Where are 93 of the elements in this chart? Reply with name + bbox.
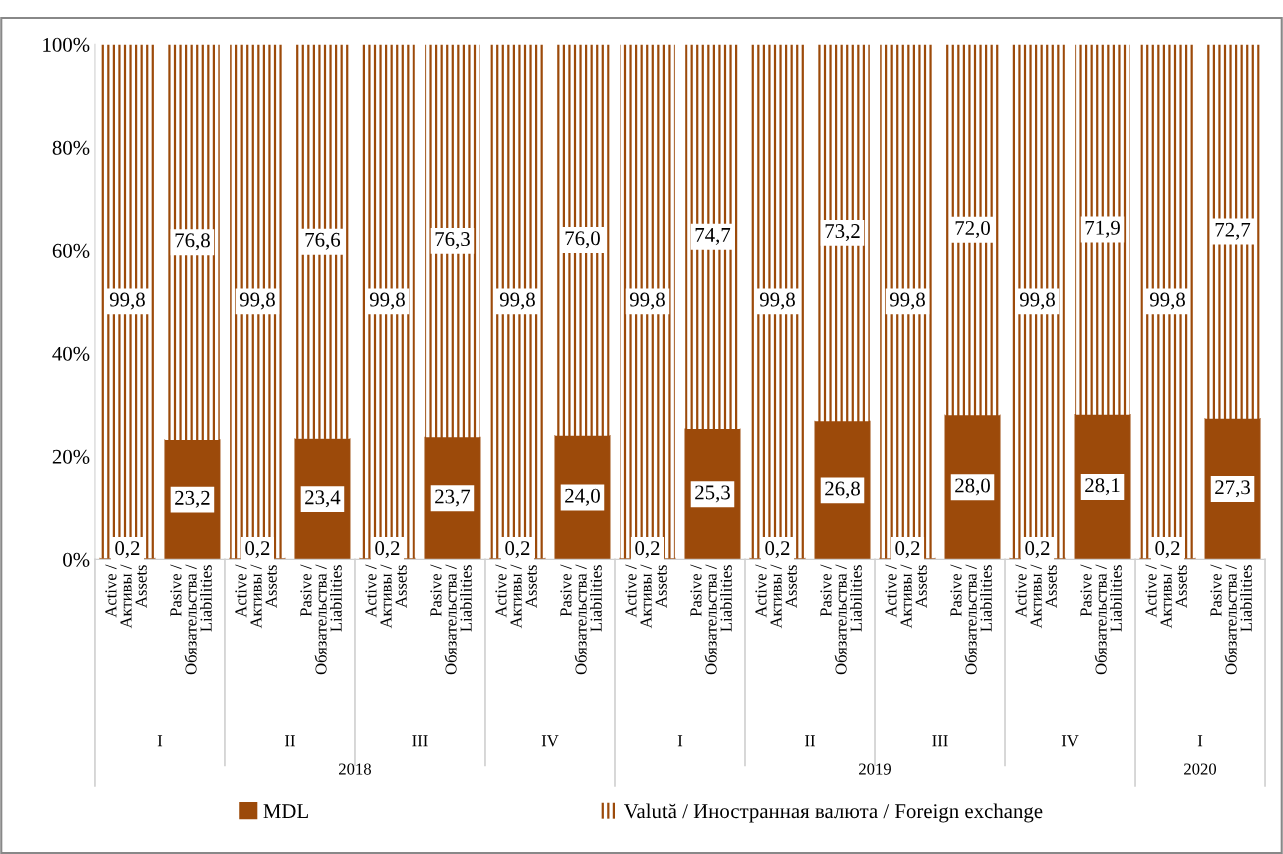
bar — [490, 44, 545, 559]
text: IV — [1061, 735, 1079, 747]
data-label: 0,2 — [635, 541, 660, 559]
data-label: 73,2 — [825, 224, 860, 242]
x-tick-label: Active / Активы / Assets — [885, 564, 927, 629]
y-tick-label: 20% — [52, 449, 90, 464]
bar — [425, 44, 480, 438]
x-tick-label: Pasive / Обязательства / Liabilities — [560, 564, 602, 675]
bar — [1140, 44, 1195, 559]
x-tick-label: Pasive / Обязательства / Liabilities — [1080, 564, 1122, 675]
text: I — [677, 735, 683, 747]
data-label: 99,8 — [1019, 292, 1055, 310]
data-label: 0,2 — [1155, 541, 1180, 559]
bar — [230, 44, 285, 559]
text: III — [412, 735, 428, 747]
x-tick-label: Active / Активы / Assets — [1015, 564, 1057, 629]
data-label: 99,8 — [239, 292, 275, 310]
bar — [620, 44, 675, 559]
data-label: 23,4 — [305, 490, 341, 508]
data-label: 99,8 — [629, 292, 665, 310]
bar — [880, 44, 935, 559]
bar — [295, 44, 350, 439]
legend-label: MDL — [263, 804, 308, 818]
text: II — [285, 735, 295, 747]
bar — [750, 44, 805, 559]
bar — [685, 44, 740, 430]
x-tick-label: Active / Активы / Assets — [755, 564, 797, 629]
data-label: 99,8 — [499, 292, 535, 310]
data-label: 25,3 — [695, 485, 730, 503]
x-tick-label: Pasive / Обязательства / Liabilities — [170, 564, 212, 675]
y-tick-label: 60% — [52, 243, 90, 258]
legend-label: Valută / Иностранная валюта / Foreign exchange — [623, 803, 1043, 823]
data-label: 28,0 — [955, 478, 990, 496]
data-label: 0,2 — [245, 541, 270, 559]
data-label: 76,0 — [565, 231, 600, 249]
data-label: 0,2 — [1025, 541, 1050, 559]
x-tick-label: Active / Активы / Assets — [1145, 564, 1187, 629]
data-label: 71,9 — [1085, 220, 1120, 238]
bar — [945, 44, 1000, 416]
bar — [944, 414, 1001, 560]
data-label: 74,7 — [695, 228, 731, 245]
x-tick-label: Active / Активы / Assets — [105, 564, 147, 629]
data-label: 24,0 — [565, 488, 600, 506]
data-label: 0,2 — [895, 541, 920, 559]
x-tick-label: Pasive / Обязательства / Liabilities — [300, 564, 342, 675]
x-tick-label: Pasive / Обязательства / Liabilities — [430, 564, 472, 675]
data-label: 26,8 — [825, 481, 860, 499]
data-label: 99,8 — [759, 292, 795, 310]
data-label: 99,8 — [1149, 292, 1185, 310]
bar — [1205, 44, 1260, 419]
data-label: 0,2 — [505, 541, 530, 559]
bar — [1075, 44, 1130, 415]
bar — [360, 44, 415, 559]
data-label: 0,2 — [375, 541, 400, 559]
text: I — [1197, 735, 1203, 747]
data-label: 27,3 — [1215, 480, 1250, 498]
data-label: 99,8 — [889, 292, 925, 310]
data-label: 28,1 — [1085, 478, 1120, 496]
data-label: 23,7 — [435, 489, 471, 507]
data-label: 76,6 — [305, 232, 341, 250]
y-tick-label: 0% — [63, 552, 90, 567]
text: 2019 — [859, 763, 891, 775]
bar — [555, 44, 610, 436]
data-label: 76,3 — [435, 232, 470, 250]
text: I — [157, 735, 163, 747]
y-tick-label: 80% — [52, 140, 90, 155]
bar — [165, 44, 220, 440]
y-tick-label: 100% — [43, 37, 90, 52]
data-label: 72,0 — [955, 220, 990, 239]
x-tick-label: Active / Активы / Assets — [495, 564, 537, 629]
bar — [100, 44, 155, 559]
x-tick-label: Pasive / Обязательства / Liabilities — [690, 564, 732, 675]
text: II — [805, 735, 815, 747]
x-tick-label: Pasive / Обязательства / Liabilities — [950, 564, 992, 675]
text: 2018 — [339, 763, 371, 775]
x-tick-label: Pasive / Обязательства / Liabilities — [1210, 564, 1252, 675]
text: IV — [541, 735, 559, 747]
y-tick-label: 40% — [52, 346, 90, 361]
x-tick-label: Pasive / Обязательства / Liabilities — [820, 564, 862, 675]
bar — [1010, 44, 1065, 559]
data-label: 99,8 — [369, 292, 405, 310]
x-tick-label: Active / Активы / Assets — [365, 564, 407, 629]
text: III — [932, 735, 948, 747]
x-tick-label: Active / Активы / Assets — [625, 564, 667, 629]
bar — [815, 44, 870, 422]
data-label: 99,8 — [109, 292, 145, 310]
data-label: 23,2 — [175, 490, 210, 508]
data-label: 72,7 — [1215, 222, 1251, 240]
data-label: 0,2 — [765, 541, 790, 559]
text: 2020 — [1184, 763, 1217, 775]
data-label: 76,8 — [175, 233, 210, 251]
x-tick-label: Active / Активы / Assets — [235, 564, 277, 629]
data-label: 0,2 — [115, 541, 140, 559]
